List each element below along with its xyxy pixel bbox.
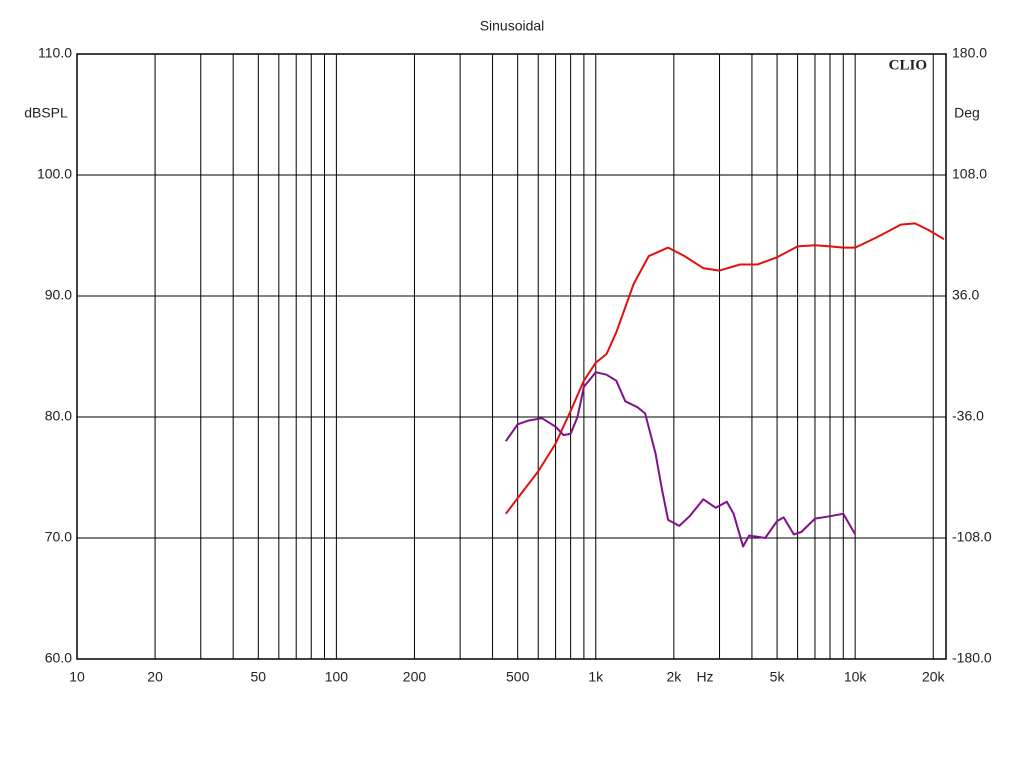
x-tick-label: 10: [69, 669, 85, 685]
y2-tick-label: 36.0: [952, 287, 979, 303]
y-tick-label: 110.0: [38, 45, 72, 61]
y-tick-label: 80.0: [45, 408, 72, 424]
y2-tick-label: -108.0: [952, 529, 992, 545]
x-tick-label: 500: [506, 669, 530, 685]
series-line: [504, 371, 857, 548]
plot-frame: [76, 53, 947, 660]
y2-tick-label: -180.0: [952, 650, 992, 666]
x-tick-label: 2k: [666, 669, 682, 685]
y2-axis-label: Deg: [954, 105, 980, 121]
y2-tick-label: -36.0: [952, 408, 984, 424]
y2-tick-label: 108.0: [952, 166, 987, 182]
x-tick-label: 1k: [588, 669, 604, 685]
x-tick-label: 20k: [922, 669, 946, 685]
series-line: [505, 222, 945, 515]
y2-tick-label: 180.0: [952, 45, 987, 61]
y-tick-label: 70.0: [45, 529, 72, 545]
chart-title: Sinusoidal: [480, 18, 545, 34]
x-tick-label: 10k: [844, 669, 868, 685]
y-tick-label: 60.0: [45, 650, 72, 666]
y-tick-label: 100.0: [37, 166, 72, 182]
x-tick-label: 20: [147, 669, 163, 685]
y-tick-label: 90.0: [45, 287, 72, 303]
x-tick-label: 200: [403, 669, 427, 685]
x-tick-label: 50: [251, 669, 267, 685]
x-tick-label: 100: [325, 669, 349, 685]
brand: CLIO: [889, 57, 927, 73]
y-axis-label: dBSPL: [24, 105, 68, 121]
x-tick-label: 5k: [770, 669, 786, 685]
x-unit-label: Hz: [696, 669, 713, 685]
